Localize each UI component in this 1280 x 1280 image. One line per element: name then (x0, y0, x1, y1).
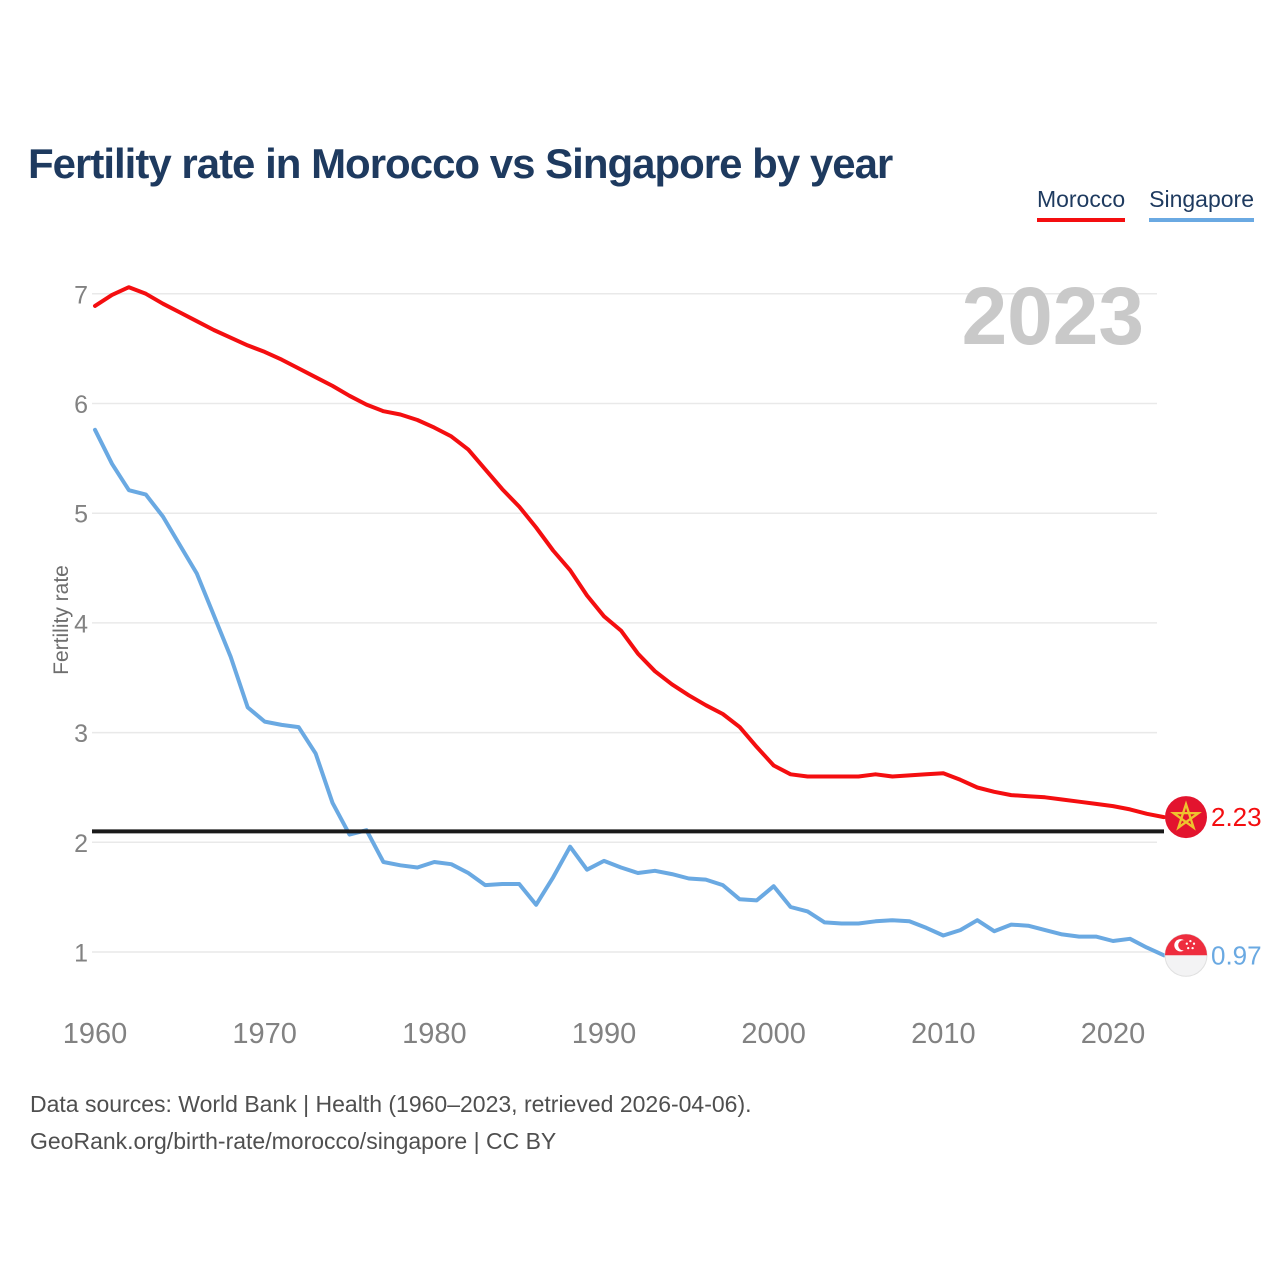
morocco-line[interactable] (93, 285, 1166, 820)
x-tick-label: 1990 (572, 1018, 637, 1050)
chart-title: Fertility rate in Morocco vs Singapore b… (28, 140, 893, 188)
y-tick-label: 4 (74, 610, 88, 638)
x-tick-label: 1970 (232, 1018, 297, 1050)
watermark-year: 2023 (962, 271, 1144, 362)
morocco-flag-icon (1165, 796, 1207, 839)
y-tick-label: 1 (74, 940, 88, 968)
morocco-end-value: 2.23 (1211, 802, 1262, 832)
y-tick-label: 7 (74, 281, 88, 309)
legend-item-singapore[interactable]: Singapore (1149, 186, 1254, 222)
y-tick-label: 3 (74, 720, 88, 748)
x-tick-label: 1980 (402, 1018, 467, 1050)
y-tick-label: 2 (74, 830, 88, 858)
footer-attribution: GeoRank.org/birth-rate/morocco/singapore… (30, 1128, 557, 1154)
x-tick-label: 2020 (1081, 1018, 1146, 1050)
footer-sources: Data sources: World Bank | Health (1960–… (30, 1091, 752, 1117)
x-tick-label: 2000 (741, 1018, 806, 1050)
singapore-flag-icon (1164, 933, 1208, 977)
singapore-line[interactable] (93, 427, 1166, 958)
legend: Morocco Singapore (1036, 186, 1254, 222)
footer: Data sources: World Bank | Health (1960–… (30, 1086, 752, 1160)
legend-item-morocco[interactable]: Morocco (1036, 186, 1126, 222)
x-tick-label: 1960 (63, 1018, 128, 1050)
y-tick-label: 5 (74, 501, 88, 529)
y-tick-label: 6 (74, 391, 88, 419)
singapore-end-value: 0.97 (1211, 940, 1262, 970)
x-tick-label: 2010 (911, 1018, 976, 1050)
